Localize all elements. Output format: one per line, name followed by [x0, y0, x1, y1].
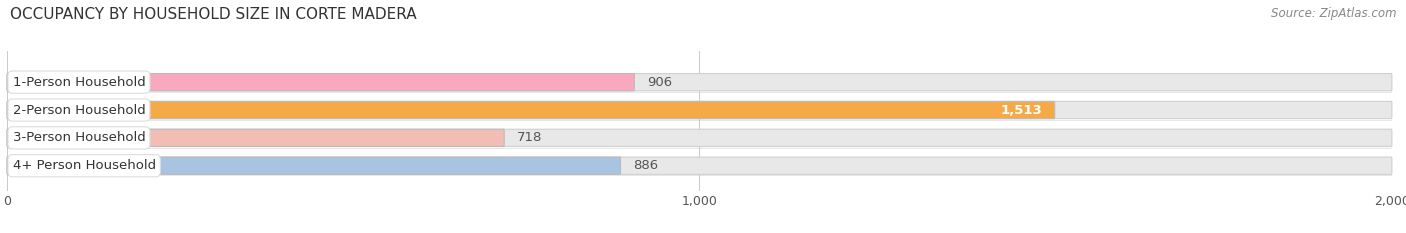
FancyBboxPatch shape: [7, 74, 634, 91]
FancyBboxPatch shape: [7, 101, 1392, 119]
FancyBboxPatch shape: [7, 101, 1054, 119]
FancyBboxPatch shape: [7, 157, 620, 174]
Text: 1,513: 1,513: [1001, 103, 1042, 116]
Text: 3-Person Household: 3-Person Household: [13, 131, 145, 144]
Text: 906: 906: [647, 76, 672, 89]
Text: 1-Person Household: 1-Person Household: [13, 76, 145, 89]
Text: 4+ Person Household: 4+ Person Household: [13, 159, 156, 172]
FancyBboxPatch shape: [7, 129, 505, 147]
FancyBboxPatch shape: [7, 129, 1392, 147]
FancyBboxPatch shape: [7, 74, 1392, 91]
Text: 718: 718: [516, 131, 543, 144]
Text: Source: ZipAtlas.com: Source: ZipAtlas.com: [1271, 7, 1396, 20]
FancyBboxPatch shape: [7, 157, 1392, 174]
Text: OCCUPANCY BY HOUSEHOLD SIZE IN CORTE MADERA: OCCUPANCY BY HOUSEHOLD SIZE IN CORTE MAD…: [10, 7, 416, 22]
Text: 2-Person Household: 2-Person Household: [13, 103, 145, 116]
Text: 886: 886: [633, 159, 658, 172]
